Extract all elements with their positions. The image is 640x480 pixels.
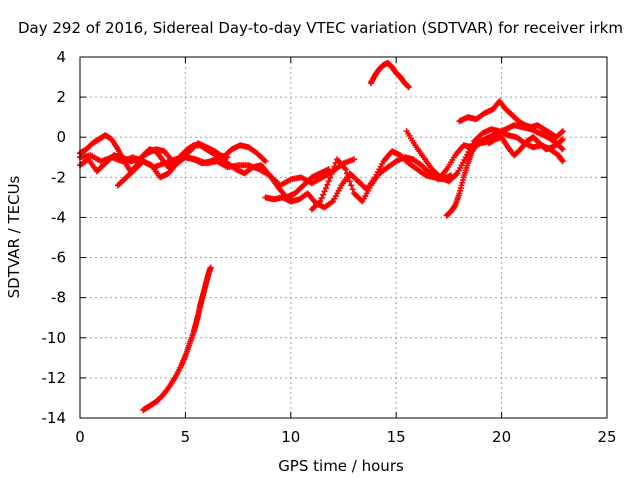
y-tick-label: -8	[51, 289, 66, 307]
y-tick-label: 2	[56, 88, 66, 106]
data-point	[322, 185, 329, 192]
series-arc-11	[485, 134, 566, 159]
data-point	[318, 195, 325, 202]
y-axis-label: SDTVAR / TECUs	[5, 175, 23, 298]
series-arc-10	[456, 98, 566, 141]
series-arc-7	[367, 60, 412, 91]
data-point	[324, 181, 331, 188]
data-point	[405, 84, 412, 91]
chart-title: Day 292 of 2016, Sidereal Day-to-day VTE…	[18, 19, 623, 37]
x-tick-label: 5	[181, 428, 191, 446]
y-tick-label: 4	[56, 48, 66, 66]
data-point	[329, 167, 336, 174]
data-point	[317, 198, 324, 205]
data-point	[559, 128, 566, 135]
y-tick-label: -10	[42, 329, 67, 347]
x-axis-ticks: 0 5 10 15 20 25	[75, 57, 617, 446]
data-point	[328, 170, 335, 177]
data-point	[558, 145, 565, 152]
series-arc-12	[140, 264, 214, 413]
data-point	[325, 178, 332, 185]
x-axis-label: GPS time / hours	[278, 457, 404, 475]
x-tick-label: 10	[281, 428, 300, 446]
plot-frame	[79, 56, 608, 419]
y-tick-label: 0	[56, 128, 66, 146]
y-tick-label: -4	[51, 208, 66, 226]
data-point	[346, 178, 353, 185]
data-point	[348, 182, 355, 189]
x-tick-label: 15	[387, 428, 406, 446]
y-axis-ticks: 4 2 0 -2 -4 -6 -8 -10 -12 -14	[42, 48, 607, 427]
data-point	[558, 129, 565, 136]
y-tick-label: -12	[42, 369, 67, 387]
y-tick-label: -14	[42, 409, 67, 427]
data-point	[351, 156, 358, 163]
data-point	[344, 170, 351, 177]
x-tick-label: 25	[597, 428, 616, 446]
data-point	[345, 174, 352, 181]
x-tick-label: 0	[75, 428, 85, 446]
data-point	[349, 186, 356, 193]
y-tick-label: -2	[51, 168, 66, 186]
data-point	[559, 136, 566, 143]
data-point	[559, 146, 566, 153]
data-point	[262, 158, 269, 165]
data-point	[327, 174, 334, 181]
series-arc-6	[308, 138, 492, 213]
x-tick-label: 20	[492, 428, 511, 446]
data-point	[207, 264, 214, 271]
y-tick-label: -6	[51, 249, 66, 267]
data-point	[342, 166, 349, 173]
data-point	[321, 188, 328, 195]
data-point	[331, 163, 338, 170]
data-point	[559, 158, 566, 165]
data-points	[77, 60, 566, 413]
data-point	[320, 191, 327, 198]
grid-lines	[80, 57, 607, 418]
